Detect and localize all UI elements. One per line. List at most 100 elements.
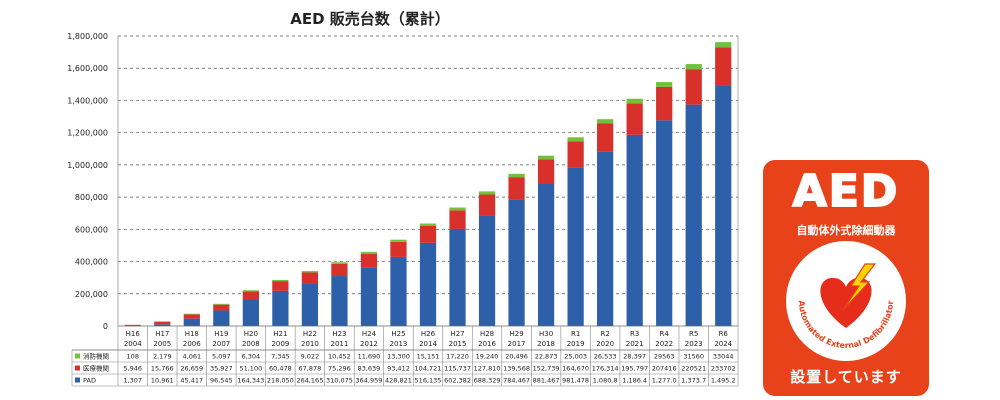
data-label: 75,296 xyxy=(328,365,351,373)
bar-segment xyxy=(656,120,673,326)
x-tick-label: R3 xyxy=(630,330,639,338)
x-tick-year-label: 2014 xyxy=(419,340,437,348)
data-label: 33044 xyxy=(713,353,734,361)
x-tick-year-label: 2020 xyxy=(596,340,614,348)
y-tick-label: 800,000 xyxy=(75,193,108,202)
data-label: 688,329 xyxy=(474,377,501,385)
x-tick-year-label: 2009 xyxy=(271,340,289,348)
data-label: 22,873 xyxy=(535,353,558,361)
bar-segment xyxy=(537,159,555,184)
data-label: 164,670 xyxy=(562,365,589,373)
x-tick-label: H22 xyxy=(303,330,317,338)
data-label: 108 xyxy=(127,353,139,361)
bar-segment xyxy=(360,253,378,268)
data-label: 13,300 xyxy=(387,353,410,361)
bar-segment xyxy=(213,304,230,311)
data-label: 310,075 xyxy=(326,377,353,385)
bar-segment xyxy=(715,47,732,86)
data-label: 26,659 xyxy=(180,365,203,373)
bar-segment xyxy=(478,215,496,326)
data-label: 15,151 xyxy=(417,353,440,361)
bar-segment xyxy=(567,137,584,142)
x-tick-year-label: 2023 xyxy=(685,340,703,348)
bar-segment xyxy=(656,86,673,121)
bar-segment xyxy=(360,267,378,326)
bar-segment xyxy=(449,228,466,326)
x-tick-label: H24 xyxy=(362,330,377,338)
data-label: 20,496 xyxy=(505,353,528,361)
x-tick-label: R6 xyxy=(719,330,729,338)
x-tick-year-label: 2008 xyxy=(242,340,260,348)
x-tick-label: H27 xyxy=(450,330,464,338)
y-tick-label: 1,800,000 xyxy=(67,32,108,41)
bar-segment xyxy=(597,119,614,124)
bar-segment xyxy=(242,290,259,292)
data-label: 5,097 xyxy=(212,353,231,361)
bar-segment xyxy=(183,318,200,326)
bar-segment xyxy=(183,314,200,319)
data-label: 93,412 xyxy=(387,365,410,373)
bar-segment xyxy=(597,151,614,326)
x-tick-label: H28 xyxy=(480,330,494,338)
data-label: 4,061 xyxy=(183,353,202,361)
bar-segment xyxy=(124,324,141,326)
bar-segment xyxy=(213,303,230,305)
x-tick-year-label: 2015 xyxy=(449,340,467,348)
stacked-bar-chart: 0 200,000 400,000 600,000 800,000 1,000,000 1,… xyxy=(67,32,739,387)
legend-swatch xyxy=(75,365,80,371)
data-label: 10,452 xyxy=(328,353,351,361)
data-label: 364,959 xyxy=(356,377,383,385)
data-label: 19,240 xyxy=(476,353,499,361)
data-label: 2,179 xyxy=(153,353,172,361)
y-tick-label: 600,000 xyxy=(75,225,108,234)
bar-segment xyxy=(154,321,171,325)
y-tick-label: 200,000 xyxy=(75,290,108,299)
data-label: 176,314 xyxy=(592,365,619,373)
y-tick-label: 400,000 xyxy=(75,258,108,267)
x-tick-year-label: 2013 xyxy=(390,340,408,348)
bar-segment xyxy=(567,167,584,326)
data-label: 10,961 xyxy=(151,377,174,385)
bar-segment xyxy=(419,225,437,243)
bar-segment xyxy=(419,223,437,226)
bar-segment xyxy=(626,134,643,326)
bar-segment xyxy=(626,103,643,135)
data-label: 25,003 xyxy=(564,353,587,361)
x-tick-year-label: 2005 xyxy=(153,340,171,348)
x-tick-label: R2 xyxy=(600,330,609,338)
x-tick-label: H17 xyxy=(155,330,169,338)
bar-segment xyxy=(508,177,525,200)
data-label: 5,946 xyxy=(123,365,142,373)
legend-label: 消防機関 xyxy=(83,352,109,361)
bar-segment xyxy=(685,64,702,70)
bar-segment xyxy=(331,276,348,326)
data-label: 1,495.2 xyxy=(711,377,736,385)
bar-segment xyxy=(390,239,407,242)
x-tick-year-label: 2019 xyxy=(567,340,585,348)
x-tick-year-label: 2011 xyxy=(331,340,349,348)
data-label: 9,022 xyxy=(301,353,320,361)
x-tick-label: H25 xyxy=(391,330,405,338)
bar-segment xyxy=(449,207,466,211)
data-label: 981,478 xyxy=(562,377,589,385)
data-label: 29563 xyxy=(654,353,675,361)
chart-title: AED 販売台数（累計） xyxy=(290,10,450,28)
x-tick-label: R4 xyxy=(660,330,670,338)
data-label: 67,878 xyxy=(299,365,322,373)
bar-segment xyxy=(272,281,289,291)
x-tick-year-label: 2016 xyxy=(478,340,496,348)
bar-segment xyxy=(360,251,378,254)
bar-segment xyxy=(685,104,702,326)
bar-segment xyxy=(154,324,171,326)
x-tick-label: H29 xyxy=(509,330,523,338)
data-label: 7,345 xyxy=(271,353,290,361)
data-label: 15,766 xyxy=(151,365,174,373)
data-label: 83,639 xyxy=(358,365,381,373)
x-tick-year-label: 2024 xyxy=(714,340,732,348)
lightning-icon xyxy=(842,263,877,311)
x-tick-label: H30 xyxy=(539,330,553,338)
data-label: 35,927 xyxy=(210,365,233,373)
data-label: 26,533 xyxy=(594,353,617,361)
bar-segment xyxy=(715,85,732,327)
bar-segment xyxy=(567,141,584,168)
